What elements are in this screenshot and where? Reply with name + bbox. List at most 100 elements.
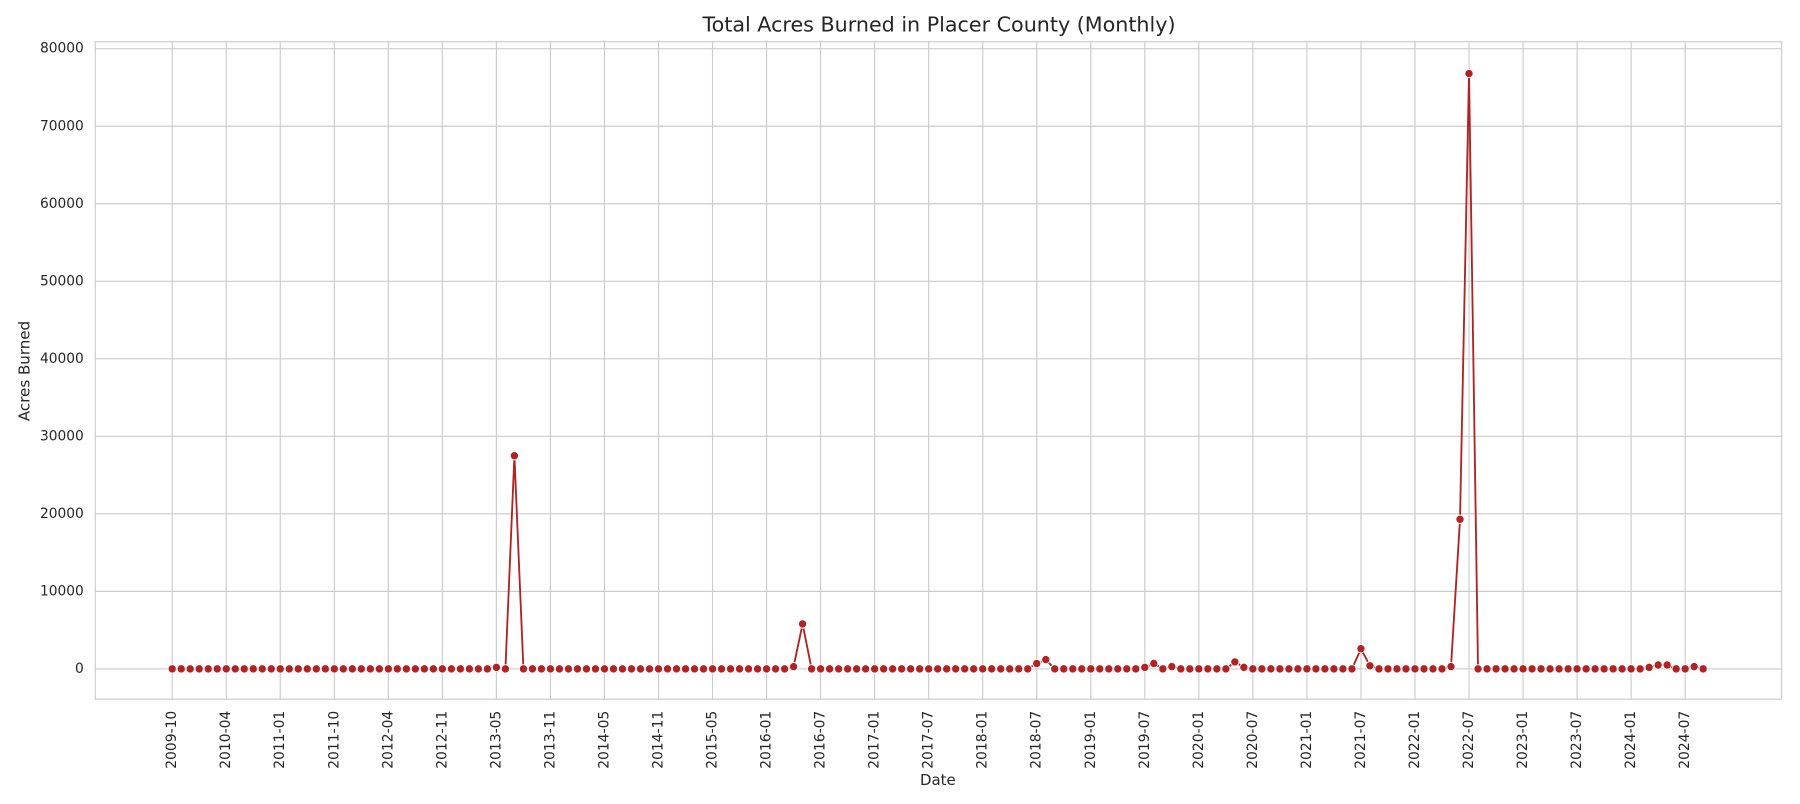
point	[770, 664, 781, 674]
point	[1500, 664, 1510, 674]
point	[1257, 664, 1267, 674]
point	[1599, 664, 1609, 674]
point	[1248, 664, 1258, 674]
point	[1563, 664, 1573, 674]
point	[599, 664, 610, 674]
point	[590, 664, 601, 674]
point	[1293, 664, 1303, 674]
point	[1050, 664, 1060, 674]
point	[897, 664, 907, 674]
point	[518, 664, 529, 674]
y-tick-label: 30000	[40, 428, 84, 444]
point	[320, 664, 330, 674]
point	[1428, 664, 1438, 674]
point	[725, 664, 736, 674]
point	[1527, 664, 1537, 674]
y-tick-label: 50000	[40, 273, 84, 289]
x-tick-label: 2023-01	[1515, 711, 1531, 769]
plot-area	[94, 41, 1783, 700]
point	[581, 664, 592, 674]
point	[284, 664, 294, 674]
point	[825, 664, 835, 674]
x-tick-label: 2012-04	[380, 711, 396, 769]
point	[1068, 664, 1078, 674]
point	[942, 664, 952, 674]
point	[734, 664, 745, 674]
x-tick-label: 2020-01	[1191, 711, 1207, 769]
y-tick-label: 10000	[40, 583, 84, 599]
point	[1104, 664, 1114, 674]
y-tick-label: 80000	[40, 41, 84, 57]
point	[1509, 664, 1519, 674]
point	[1140, 662, 1150, 672]
point	[1419, 664, 1429, 674]
point	[906, 664, 916, 674]
point	[888, 664, 898, 674]
point	[924, 664, 934, 674]
point	[311, 664, 321, 674]
point	[302, 664, 312, 674]
point	[1491, 664, 1501, 674]
point	[1014, 664, 1024, 674]
point	[1194, 664, 1204, 674]
point	[951, 664, 961, 674]
point	[365, 664, 375, 674]
point	[1185, 664, 1195, 674]
x-tick-label: 2014-11	[651, 711, 667, 769]
point	[1149, 658, 1159, 669]
point	[338, 664, 348, 674]
point	[275, 664, 285, 674]
point	[816, 664, 826, 674]
x-tick-label: 2018-07	[1029, 711, 1045, 769]
point	[626, 664, 637, 674]
point	[1410, 664, 1420, 674]
point	[879, 664, 889, 674]
point	[635, 664, 646, 674]
point	[419, 664, 429, 674]
chart-title: Total Acres Burned in Placer County (Mon…	[702, 12, 1176, 36]
point	[1635, 664, 1645, 674]
x-tick-label: 2014-05	[597, 711, 613, 769]
point	[266, 664, 276, 674]
point	[1473, 664, 1483, 674]
point	[572, 664, 583, 674]
point	[1221, 664, 1231, 674]
point	[1653, 660, 1663, 670]
point	[1554, 664, 1564, 674]
point	[671, 664, 682, 674]
point	[1626, 664, 1636, 674]
point	[743, 664, 754, 674]
point	[167, 664, 177, 674]
point	[1698, 664, 1708, 674]
point	[248, 664, 258, 674]
x-tick-label: 2016-07	[813, 711, 829, 769]
point	[455, 664, 465, 674]
point	[788, 661, 799, 672]
point	[1464, 68, 1474, 79]
y-axis-label: Acres Burned	[16, 321, 34, 421]
point	[1032, 658, 1042, 669]
point	[383, 664, 393, 674]
point	[329, 664, 339, 674]
point	[239, 664, 249, 674]
point	[1392, 664, 1402, 674]
point	[1041, 654, 1051, 665]
point	[1455, 514, 1465, 524]
point	[915, 664, 925, 674]
point	[1581, 664, 1591, 674]
point	[257, 664, 267, 674]
point	[1689, 661, 1699, 672]
point	[563, 664, 574, 674]
point	[798, 619, 808, 629]
point	[617, 664, 628, 674]
point	[1365, 661, 1375, 671]
point	[1329, 664, 1339, 674]
point	[969, 664, 979, 674]
x-tick-label: 2019-01	[1083, 711, 1099, 769]
x-tick-label: 2009-10	[164, 711, 180, 769]
point	[1572, 664, 1582, 674]
point	[176, 664, 186, 674]
x-tick-label: 2013-11	[542, 711, 558, 769]
y-tick-label: 60000	[40, 196, 84, 212]
point	[1023, 664, 1033, 674]
